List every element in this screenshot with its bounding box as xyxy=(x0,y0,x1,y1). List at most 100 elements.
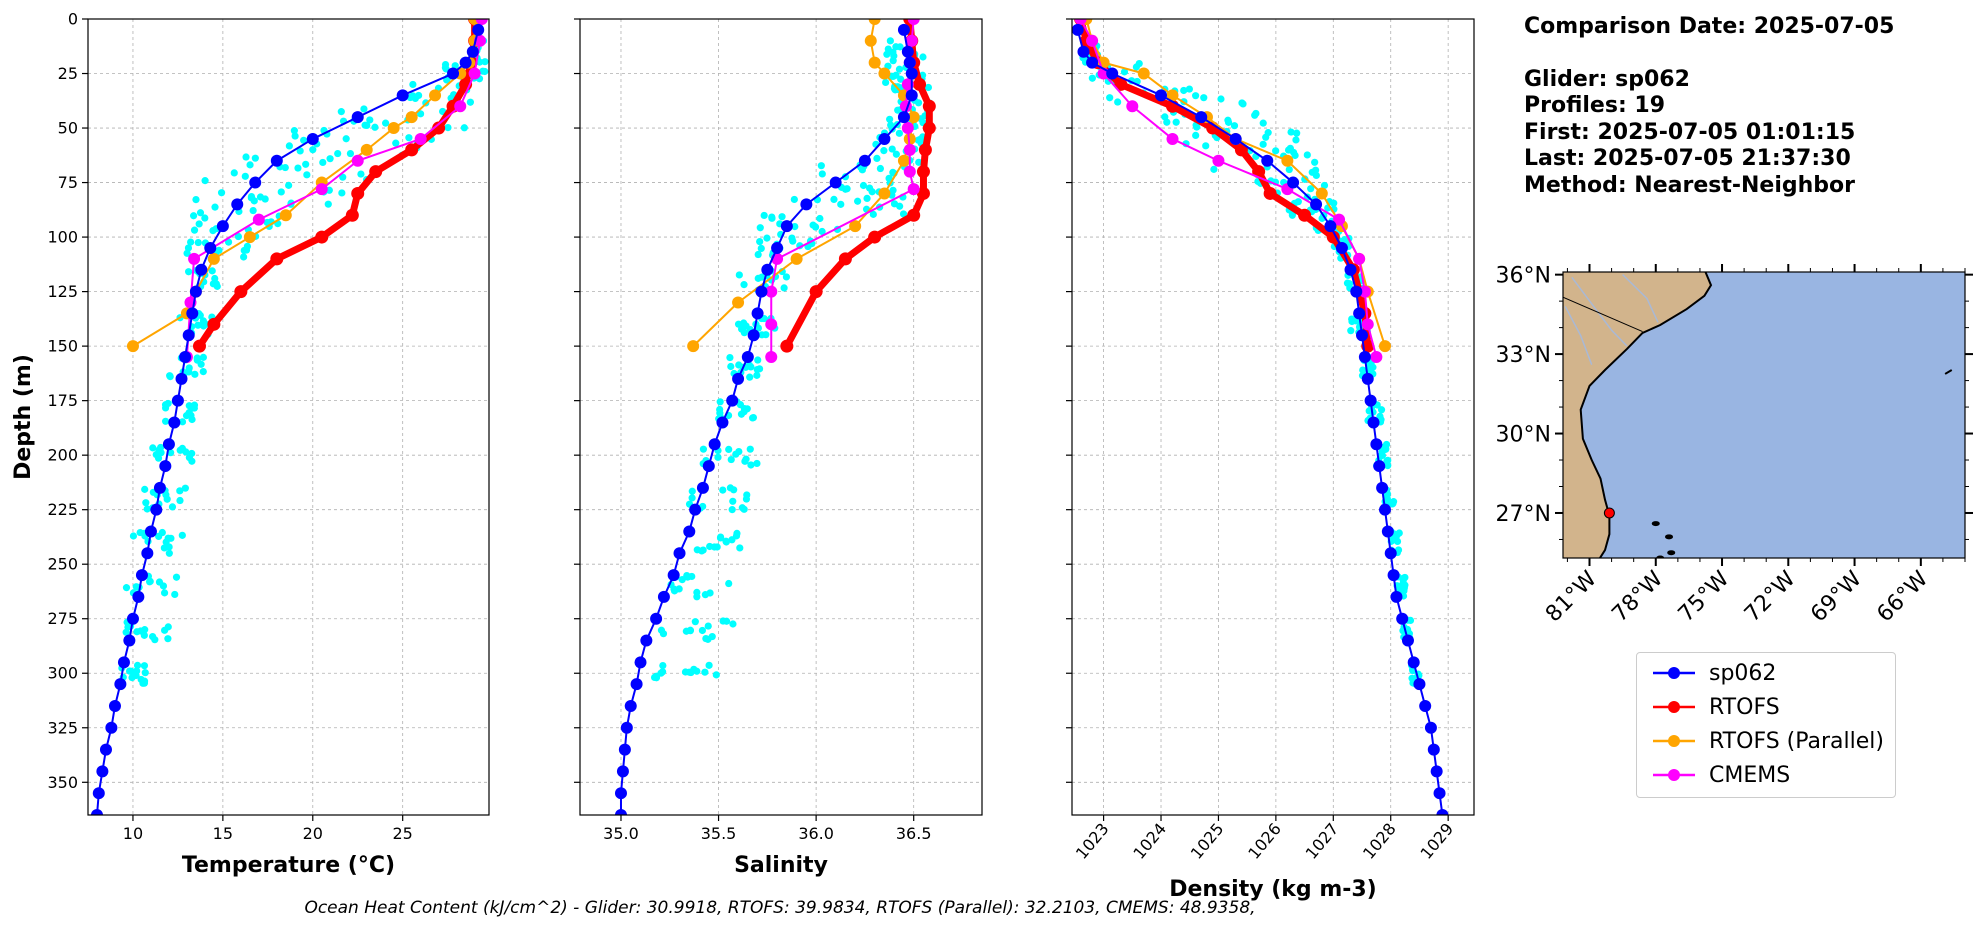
raw-glider-point xyxy=(919,53,927,61)
raw-glider-point xyxy=(371,123,379,131)
lon-tick-label: 72°W xyxy=(1740,566,1801,627)
rtofs-point xyxy=(838,252,852,266)
rtofs-parallel-point xyxy=(907,111,920,124)
raw-glider-point xyxy=(155,532,163,540)
cmems-point xyxy=(468,67,481,80)
raw-glider-point xyxy=(1384,462,1392,470)
raw-glider-point xyxy=(1401,573,1409,582)
raw-glider-point xyxy=(683,572,691,580)
raw-glider-point xyxy=(240,253,248,261)
glider-location-marker xyxy=(1603,507,1615,519)
lat-tick-label: 30°N xyxy=(1496,423,1551,448)
rtofs-point xyxy=(270,252,284,266)
sp062-point xyxy=(141,547,154,560)
raw-glider-point xyxy=(725,579,733,588)
raw-glider-point xyxy=(1210,165,1218,173)
x-tick-label: 10 xyxy=(123,824,143,843)
sp062-point xyxy=(1378,503,1391,516)
raw-glider-point xyxy=(688,494,696,502)
raw-glider-point xyxy=(363,121,371,130)
raw-glider-point xyxy=(208,267,216,275)
raw-glider-point xyxy=(869,210,877,218)
raw-glider-point xyxy=(194,238,202,247)
rtofs-parallel-point xyxy=(849,220,862,233)
raw-glider-point xyxy=(249,206,257,215)
sp062-point xyxy=(897,23,910,36)
raw-glider-point xyxy=(285,142,293,150)
raw-glider-point xyxy=(1287,128,1295,136)
raw-glider-point xyxy=(1359,366,1367,374)
raw-glider-point xyxy=(686,627,694,635)
raw-glider-point xyxy=(727,455,735,464)
cmems-point xyxy=(1353,252,1366,265)
sp062-point xyxy=(396,89,409,102)
raw-glider-point xyxy=(1259,119,1267,127)
axes-frame xyxy=(579,18,983,816)
raw-glider-point xyxy=(303,171,311,179)
raw-glider-point xyxy=(1264,129,1272,137)
raw-glider-point xyxy=(234,232,243,241)
raw-glider-point xyxy=(763,234,771,242)
raw-glider-point xyxy=(1217,95,1225,103)
raw-glider-point xyxy=(178,418,187,426)
sp062-point xyxy=(153,481,166,494)
raw-glider-point xyxy=(746,445,754,453)
rtofs-point xyxy=(1326,230,1340,244)
raw-glider-point xyxy=(889,168,897,177)
sp062-point xyxy=(905,67,918,80)
raw-glider-point xyxy=(729,497,737,505)
raw-glider-point xyxy=(890,52,898,60)
legend-label-rtofs: RTOFS xyxy=(1709,694,1780,720)
raw-glider-point xyxy=(294,164,302,172)
cmems-point xyxy=(188,252,201,265)
sp062-point xyxy=(634,656,647,669)
sp062-point xyxy=(1353,307,1366,320)
raw-glider-point xyxy=(199,368,207,376)
raw-glider-point xyxy=(778,213,786,221)
raw-glider-point xyxy=(251,154,259,162)
ocean-heat-content-caption: Ocean Heat Content (kJ/cm^2) - Glider: 3… xyxy=(304,898,1256,918)
sp062-point xyxy=(306,132,319,145)
raw-glider-point xyxy=(1224,118,1233,126)
location-map: 36°N 33°N 30°N 27°N 81°W 78°W 75°W 72°W 69°W 66°W xyxy=(1496,264,1973,627)
sp062-point xyxy=(195,263,208,276)
raw-glider-point xyxy=(181,484,189,492)
raw-glider-point xyxy=(192,196,200,204)
raw-glider-point xyxy=(818,170,826,178)
raw-glider-point xyxy=(693,546,701,554)
raw-glider-point xyxy=(854,197,862,205)
island xyxy=(1683,558,1691,563)
rtofs-point xyxy=(780,339,794,353)
raw-glider-point xyxy=(728,536,736,544)
rtofs-point xyxy=(315,230,329,244)
raw-glider-point xyxy=(160,544,168,552)
rtofs-point xyxy=(913,77,927,91)
rtofs-point xyxy=(907,208,921,222)
plot-area xyxy=(1072,19,1449,815)
sp062-point xyxy=(1387,569,1400,582)
y-tick-label: 175 xyxy=(47,391,78,410)
sp062-point xyxy=(1427,743,1440,756)
raw-glider-point xyxy=(756,238,764,246)
raw-glider-point xyxy=(187,238,195,246)
lat-tick-label: 36°N xyxy=(1496,264,1551,289)
raw-glider-point xyxy=(705,661,713,669)
raw-glider-point xyxy=(133,628,141,636)
raw-glider-point xyxy=(886,115,894,123)
sp062-point xyxy=(92,787,105,800)
raw-glider-point xyxy=(685,668,693,676)
raw-glider-point xyxy=(882,78,890,87)
raw-glider-point xyxy=(285,181,293,189)
cmems-point xyxy=(351,154,364,167)
raw-glider-point xyxy=(211,274,219,283)
rtofs-parallel-point xyxy=(207,252,220,265)
sp062-point xyxy=(1361,372,1374,385)
rtofs-parallel-point xyxy=(126,340,139,353)
raw-glider-point xyxy=(699,445,708,453)
cmems-point xyxy=(907,183,920,196)
sp062-point xyxy=(231,198,244,211)
rtofs-point xyxy=(1263,186,1277,200)
sp062-point xyxy=(1419,699,1432,712)
axes-frame xyxy=(1071,18,1475,816)
raw-glider-point xyxy=(706,542,714,551)
